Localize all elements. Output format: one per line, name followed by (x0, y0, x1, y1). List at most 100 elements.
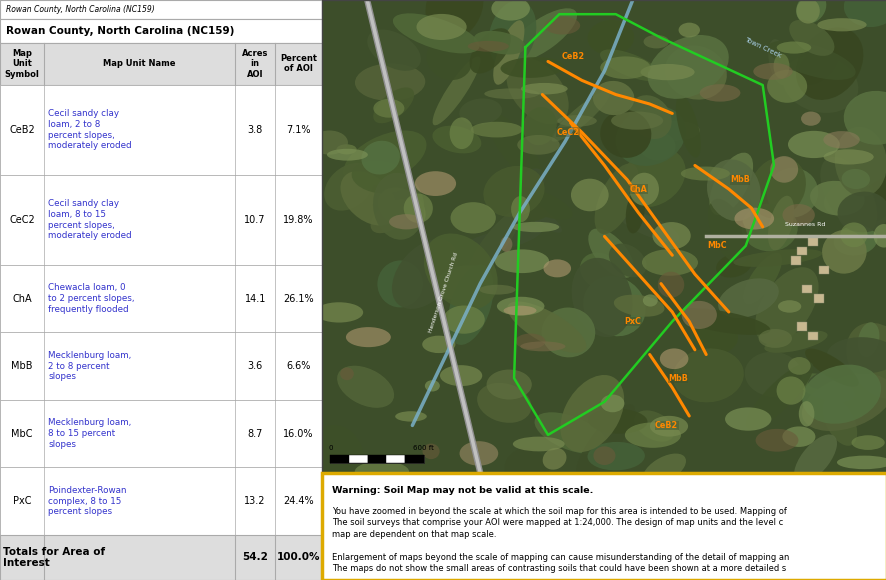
Text: Cecil sandy clay
loam, 2 to 8
percent slopes,
moderately eroded: Cecil sandy clay loam, 2 to 8 percent sl… (48, 109, 132, 150)
Ellipse shape (544, 17, 579, 35)
Ellipse shape (823, 179, 872, 216)
Bar (405, 455, 424, 463)
Text: Mecklenburg loam,
2 to 8 percent
slopes: Mecklenburg loam, 2 to 8 percent slopes (48, 351, 131, 382)
Ellipse shape (593, 447, 615, 465)
Ellipse shape (354, 63, 424, 101)
Ellipse shape (706, 160, 760, 221)
Ellipse shape (494, 249, 548, 273)
Ellipse shape (469, 28, 510, 74)
Ellipse shape (845, 322, 886, 399)
Ellipse shape (796, 374, 854, 401)
Text: MbC: MbC (707, 241, 727, 251)
Ellipse shape (795, 27, 862, 100)
Bar (349, 455, 368, 463)
Ellipse shape (642, 295, 657, 307)
Ellipse shape (511, 194, 562, 233)
Ellipse shape (515, 334, 545, 349)
Text: Poindexter-Rowan
complex, 8 to 15
percent slopes: Poindexter-Rowan complex, 8 to 15 percen… (48, 486, 127, 516)
Ellipse shape (615, 106, 685, 166)
Ellipse shape (672, 308, 770, 335)
Ellipse shape (678, 23, 699, 38)
Text: ChA: ChA (12, 293, 32, 303)
Ellipse shape (692, 321, 737, 354)
Ellipse shape (337, 366, 393, 408)
Ellipse shape (766, 41, 855, 80)
Ellipse shape (587, 408, 647, 434)
Ellipse shape (443, 306, 485, 334)
Ellipse shape (447, 265, 493, 345)
Ellipse shape (488, 1, 536, 68)
Ellipse shape (781, 426, 814, 447)
Text: 6.6%: 6.6% (286, 361, 310, 371)
Ellipse shape (833, 226, 876, 255)
Ellipse shape (600, 56, 649, 79)
Text: Town Creek: Town Creek (742, 36, 781, 59)
Ellipse shape (571, 179, 608, 211)
Ellipse shape (873, 224, 886, 248)
Ellipse shape (324, 163, 374, 211)
Ellipse shape (773, 53, 789, 79)
Ellipse shape (582, 276, 645, 336)
Text: Henderson Grove Church Rd: Henderson Grove Church Rd (428, 252, 458, 334)
Ellipse shape (571, 258, 632, 337)
Bar (0, 85, 322, 175)
Ellipse shape (556, 115, 596, 126)
Text: Rowan County, North Carolina (NC159): Rowan County, North Carolina (NC159) (6, 5, 155, 14)
Text: 13.2: 13.2 (245, 496, 266, 506)
Ellipse shape (346, 327, 391, 347)
Ellipse shape (587, 442, 644, 470)
Ellipse shape (484, 88, 539, 99)
Ellipse shape (822, 131, 859, 148)
Ellipse shape (766, 70, 806, 103)
Ellipse shape (715, 253, 751, 278)
Ellipse shape (766, 168, 817, 218)
Ellipse shape (373, 99, 404, 118)
Bar (0, 332, 322, 400)
Ellipse shape (707, 199, 749, 264)
Bar (796, 322, 806, 331)
Bar (807, 332, 817, 340)
Text: 3.6: 3.6 (247, 361, 262, 371)
Ellipse shape (647, 35, 728, 99)
Ellipse shape (340, 171, 397, 226)
Ellipse shape (392, 239, 458, 309)
Ellipse shape (466, 209, 521, 278)
Text: 19.8%: 19.8% (283, 215, 314, 225)
Text: 600 ft: 600 ft (413, 445, 433, 451)
Text: Chewacla loam, 0
to 2 percent slopes,
frequently flooded: Chewacla loam, 0 to 2 percent slopes, fr… (48, 283, 135, 314)
Ellipse shape (834, 127, 886, 197)
Ellipse shape (506, 58, 568, 124)
Ellipse shape (483, 166, 544, 217)
Ellipse shape (733, 249, 821, 267)
Text: 100.0%: 100.0% (276, 553, 320, 563)
Text: 16.0%: 16.0% (283, 429, 314, 438)
Text: CeC2: CeC2 (10, 215, 35, 225)
Ellipse shape (843, 0, 886, 27)
Ellipse shape (392, 13, 479, 53)
Text: Map Unit Name: Map Unit Name (104, 59, 175, 68)
Bar (386, 455, 405, 463)
Ellipse shape (373, 88, 414, 124)
Ellipse shape (477, 383, 531, 423)
Ellipse shape (642, 454, 685, 485)
Text: Acres
in
AOI: Acres in AOI (242, 49, 268, 79)
Ellipse shape (310, 425, 364, 490)
Text: Map
Unit
Symbol: Map Unit Symbol (4, 49, 40, 79)
Text: 0: 0 (328, 445, 332, 451)
Text: 8.7: 8.7 (247, 429, 262, 438)
Ellipse shape (744, 351, 801, 397)
Ellipse shape (504, 448, 548, 491)
Ellipse shape (798, 401, 813, 426)
Text: 26.1%: 26.1% (283, 293, 314, 303)
Ellipse shape (793, 434, 836, 483)
Text: 14.1: 14.1 (245, 293, 266, 303)
Ellipse shape (610, 111, 663, 130)
Ellipse shape (594, 164, 638, 234)
Ellipse shape (425, 0, 483, 40)
Bar (0, 467, 322, 535)
Ellipse shape (512, 437, 564, 451)
Ellipse shape (600, 394, 624, 412)
Bar (0, 0, 322, 19)
Text: PxC: PxC (624, 317, 641, 326)
Ellipse shape (672, 349, 743, 403)
